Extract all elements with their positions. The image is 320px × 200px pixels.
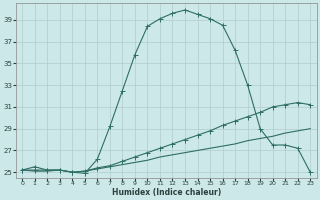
X-axis label: Humidex (Indice chaleur): Humidex (Indice chaleur) bbox=[112, 188, 221, 197]
